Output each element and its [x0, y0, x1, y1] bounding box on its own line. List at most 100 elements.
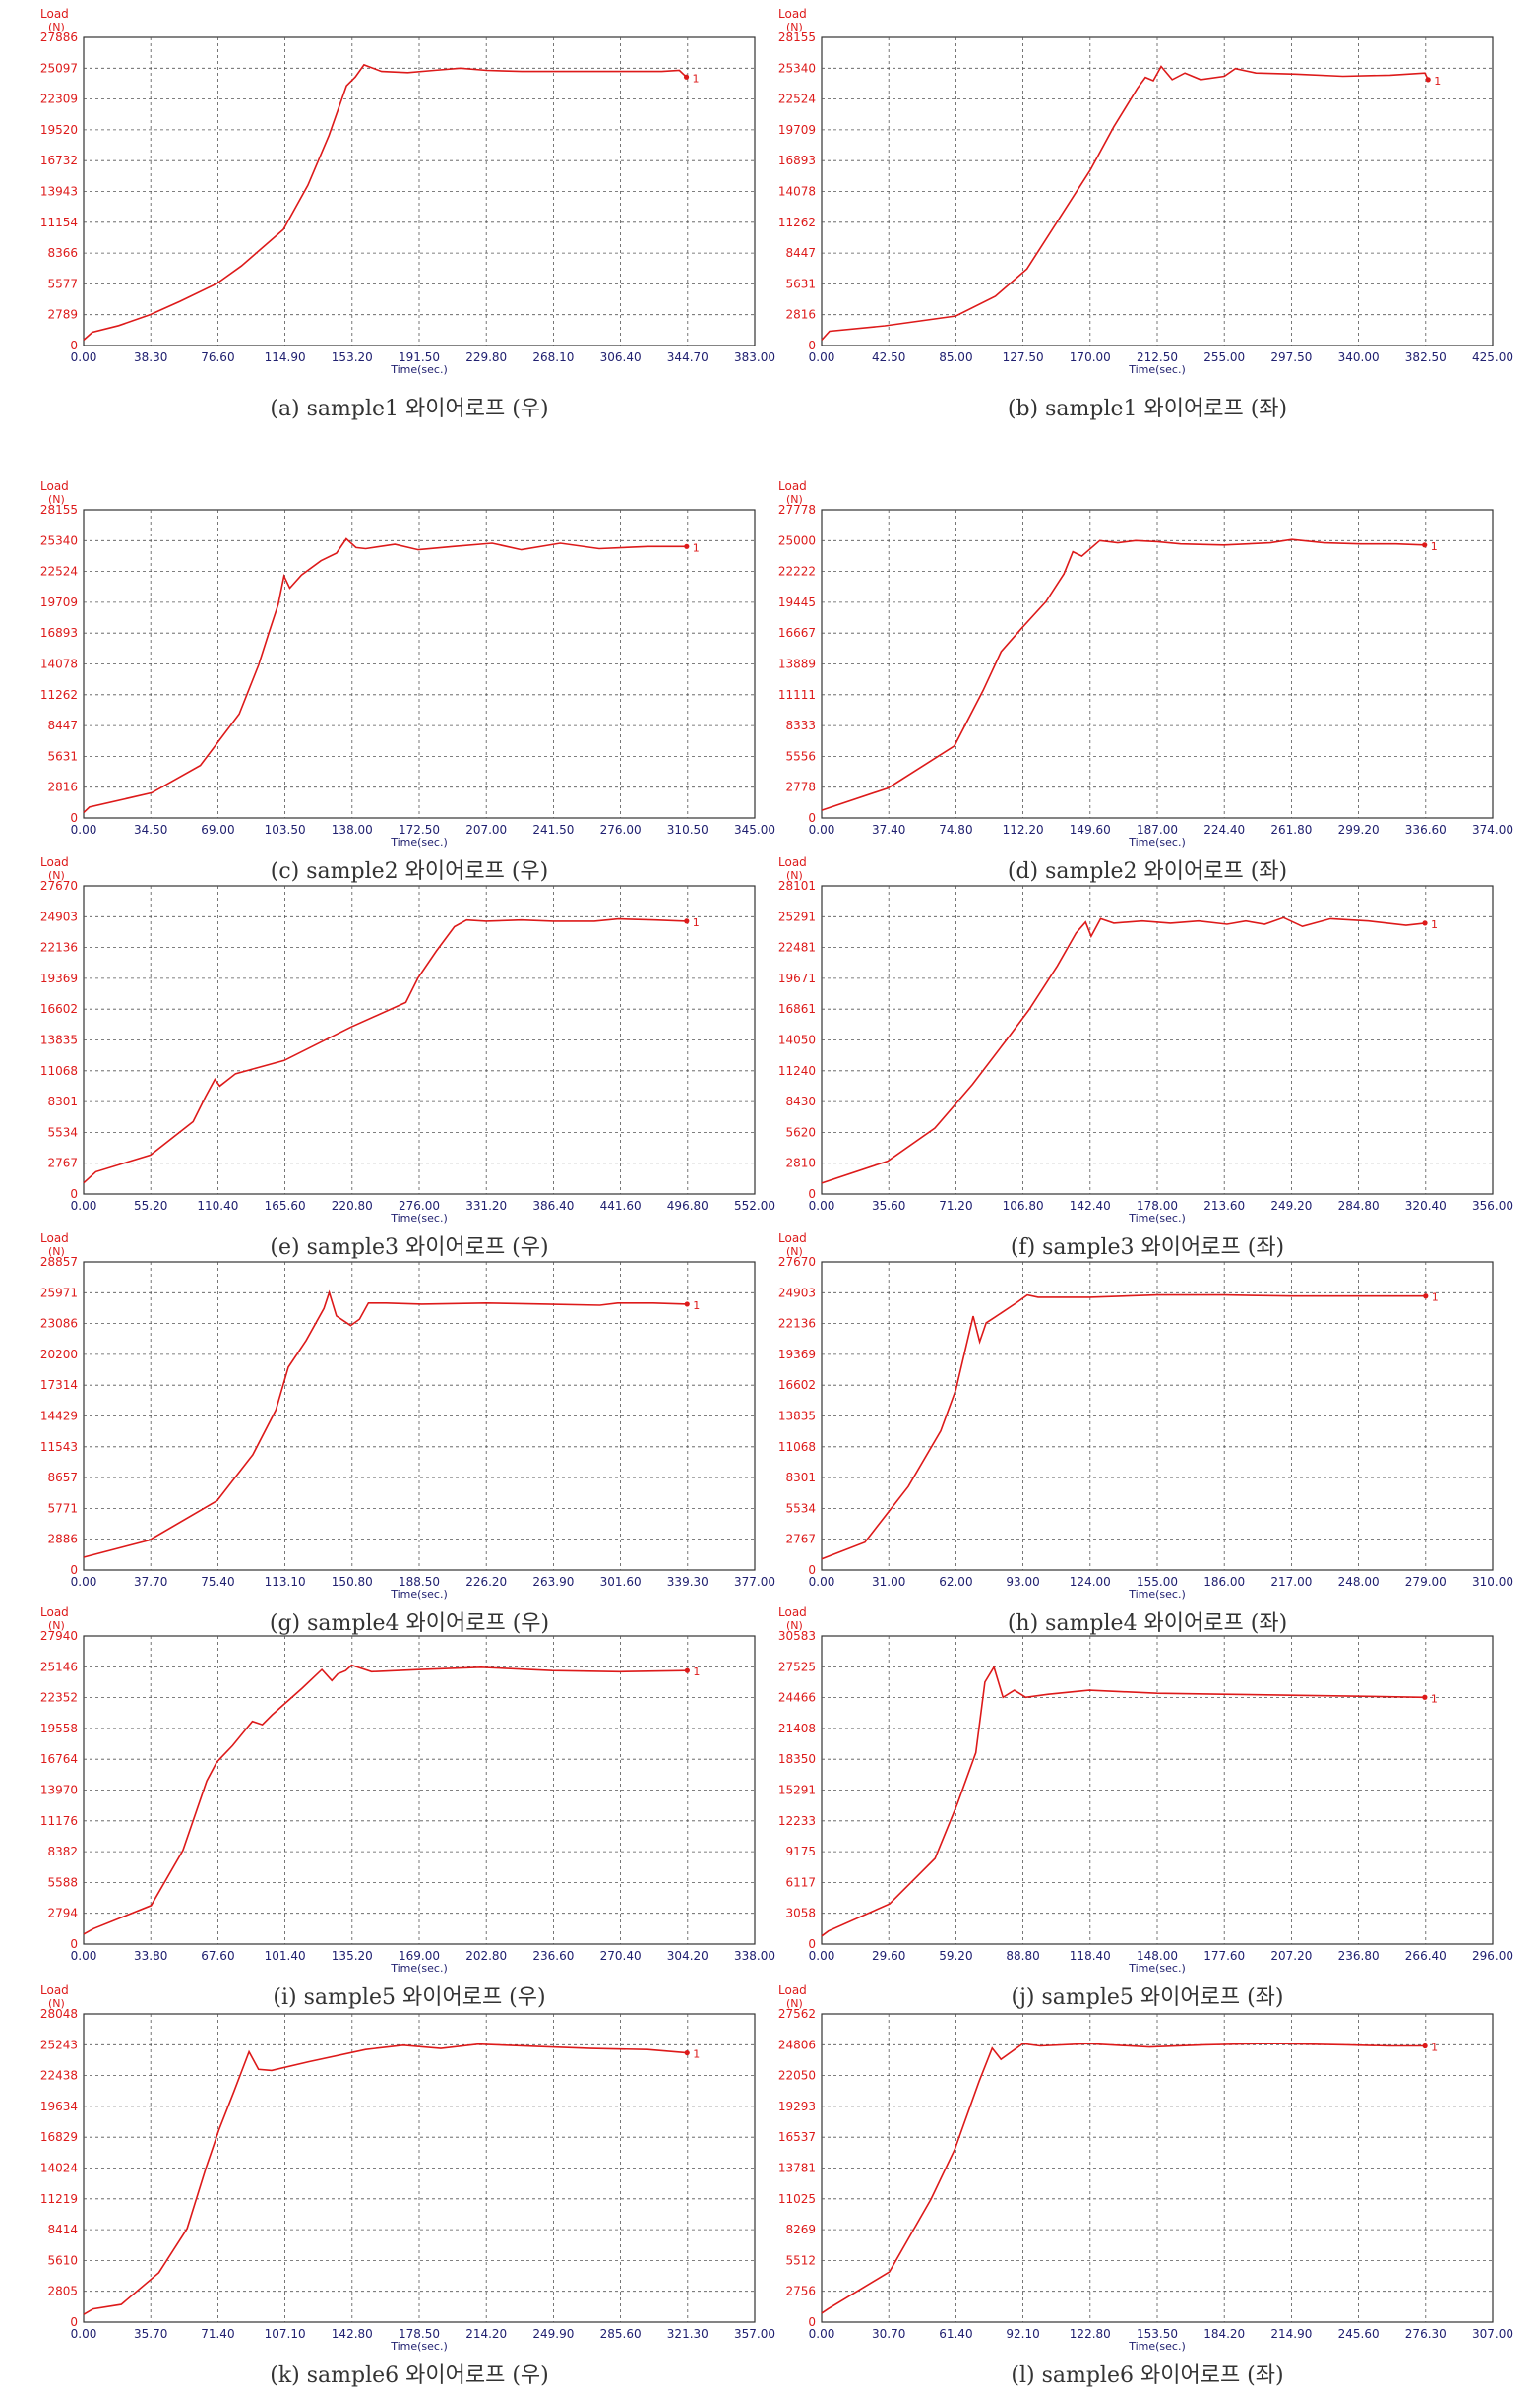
x-tick-label: 336.60	[1405, 823, 1447, 837]
y-tick-label: 22050	[778, 2069, 816, 2083]
y-tick-label: 22524	[40, 565, 78, 579]
x-tick-label: 153.20	[332, 350, 373, 364]
end-point-marker	[684, 543, 690, 549]
series-line	[821, 2043, 1426, 2314]
x-tick-label: 0.00	[809, 823, 835, 837]
y-axis-title: Load	[778, 479, 807, 493]
x-tick-label: 59.20	[939, 1949, 972, 1963]
x-tick-label: 76.60	[201, 350, 234, 364]
x-tick-label: 301.60	[600, 1575, 642, 1589]
x-tick-label: 266.40	[1405, 1949, 1447, 1963]
y-tick-label: 20200	[40, 1348, 78, 1361]
x-tick-label: 42.50	[872, 350, 905, 364]
x-tick-label: 37.40	[872, 823, 905, 837]
x-tick-label: 226.20	[465, 1575, 507, 1589]
x-tick-label: 177.60	[1203, 1949, 1245, 1963]
x-tick-label: 248.00	[1338, 1575, 1380, 1589]
y-tick-label: 25146	[40, 1660, 78, 1673]
y-tick-label: 13889	[778, 658, 816, 671]
x-tick-label: 263.90	[532, 1575, 574, 1589]
y-tick-label: 3058	[785, 1907, 816, 1920]
x-tick-label: 31.00	[872, 1575, 905, 1589]
y-tick-label: 0	[70, 1563, 78, 1577]
y-tick-label: 24903	[40, 910, 78, 923]
y-tick-label: 5577	[47, 277, 78, 290]
x-tick-label: 138.00	[332, 823, 373, 837]
x-tick-label: 33.80	[134, 1949, 167, 1963]
x-tick-label: 0.00	[809, 1199, 835, 1213]
x-axis-title: Time(sec.)	[1128, 363, 1186, 376]
x-tick-label: 101.40	[265, 1949, 306, 1963]
y-axis-title: Load	[778, 7, 807, 21]
y-tick-label: 8447	[47, 719, 78, 732]
y-tick-label: 11111	[778, 688, 816, 702]
x-tick-label: 220.80	[332, 1199, 373, 1213]
x-tick-label: 71.20	[939, 1199, 972, 1213]
x-axis-title: Time(sec.)	[390, 1212, 448, 1225]
x-tick-label: 55.20	[134, 1199, 167, 1213]
x-tick-label: 382.50	[1405, 350, 1447, 364]
y-tick-label: 2816	[785, 308, 816, 322]
x-tick-label: 110.40	[197, 1199, 238, 1213]
y-tick-label: 0	[70, 2315, 78, 2329]
y-tick-label: 5512	[785, 2253, 816, 2267]
y-tick-label: 25000	[778, 534, 816, 547]
x-tick-label: 127.50	[1003, 350, 1044, 364]
end-point-marker	[1422, 2043, 1428, 2049]
series-end-label: 1	[1431, 918, 1438, 931]
y-tick-label: 16602	[40, 1002, 78, 1016]
y-tick-label: 25340	[778, 61, 816, 75]
x-tick-label: 241.50	[532, 823, 574, 837]
y-tick-label: 5610	[47, 2253, 78, 2267]
x-tick-label: 202.80	[465, 1949, 507, 1963]
x-tick-label: 297.50	[1270, 350, 1312, 364]
y-tick-label: 2767	[47, 1157, 78, 1170]
y-tick-label: 28048	[40, 2007, 78, 2021]
end-point-marker	[684, 1301, 690, 1307]
x-tick-label: 74.80	[939, 823, 972, 837]
y-axis-unit: (N)	[48, 1619, 65, 1632]
x-tick-label: 425.00	[1472, 350, 1513, 364]
y-tick-label: 9175	[785, 1845, 816, 1858]
x-tick-label: 383.00	[734, 350, 775, 364]
y-tick-label: 13835	[40, 1034, 78, 1047]
y-tick-label: 19558	[40, 1722, 78, 1735]
x-tick-label: 207.20	[1270, 1949, 1312, 1963]
series-end-label: 1	[1431, 1692, 1438, 1705]
y-tick-label: 27886	[40, 31, 78, 44]
figure-caption: (h) sample4 와이어로프 (좌)	[1007, 1611, 1288, 1636]
x-tick-label: 296.00	[1472, 1949, 1513, 1963]
x-tick-label: 310.50	[667, 823, 708, 837]
y-tick-label: 23086	[40, 1317, 78, 1331]
y-tick-label: 16893	[40, 626, 78, 640]
x-tick-label: 377.00	[734, 1575, 775, 1589]
y-axis-unit: (N)	[786, 1619, 803, 1632]
series-line	[83, 1664, 688, 1935]
x-tick-label: 69.00	[201, 823, 234, 837]
y-tick-label: 28101	[778, 879, 816, 893]
y-tick-label: 11154	[40, 216, 78, 229]
x-tick-label: 279.00	[1405, 1575, 1447, 1589]
y-tick-label: 11068	[40, 1064, 78, 1078]
y-tick-label: 5631	[47, 749, 78, 763]
series-end-label: 1	[1434, 75, 1441, 88]
x-tick-label: 37.70	[134, 1575, 167, 1589]
y-tick-label: 11240	[778, 1064, 816, 1078]
x-tick-label: 0.00	[71, 1199, 97, 1213]
x-tick-label: 261.80	[1270, 823, 1312, 837]
y-tick-label: 8269	[785, 2223, 816, 2236]
y-tick-label: 14078	[778, 185, 816, 199]
y-tick-label: 16861	[778, 1002, 816, 1016]
y-tick-label: 2789	[47, 308, 78, 322]
x-tick-label: 61.40	[939, 2327, 972, 2341]
series-line	[83, 2043, 688, 2315]
x-tick-label: 142.80	[332, 2327, 373, 2341]
series-end-label: 1	[1431, 2042, 1438, 2054]
x-tick-label: 340.00	[1338, 350, 1380, 364]
x-tick-label: 356.00	[1472, 1199, 1513, 1213]
y-tick-label: 0	[808, 1563, 816, 1577]
x-tick-label: 224.40	[1203, 823, 1245, 837]
